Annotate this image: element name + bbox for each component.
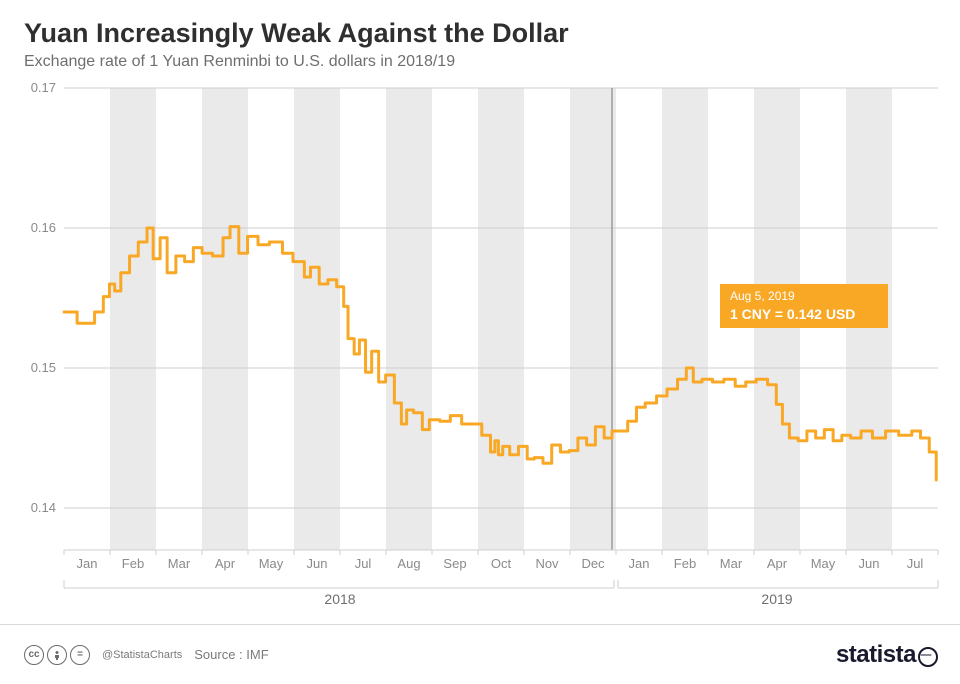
svg-text:Jan: Jan: [77, 556, 98, 571]
footer: cc = @StatistaCharts Source : IMF statis…: [0, 624, 960, 684]
svg-text:Jan: Jan: [629, 556, 650, 571]
line-chart: 0.14 0.15 0.16 0.17 Jan Feb Mar Apr May Jun Jul Aug…: [14, 82, 946, 612]
svg-text:Nov: Nov: [535, 556, 559, 571]
chart-subtitle: Exchange rate of 1 Yuan Renminbi to U.S.…: [24, 53, 936, 71]
twitter-handle: @StatistaCharts: [102, 649, 182, 661]
statista-logo: statista: [836, 641, 936, 669]
footer-left: cc = @StatistaCharts Source : IMF: [24, 645, 269, 665]
svg-text:0.16: 0.16: [31, 220, 56, 235]
svg-text:0.15: 0.15: [31, 360, 56, 375]
svg-text:Jul: Jul: [355, 556, 372, 571]
svg-text:May: May: [811, 556, 836, 571]
svg-text:Jul: Jul: [907, 556, 924, 571]
svg-text:2019: 2019: [761, 591, 792, 607]
source-label: Source : IMF: [194, 647, 268, 662]
cc-license-icons: cc =: [24, 645, 90, 665]
chart-title: Yuan Increasingly Weak Against the Dolla…: [24, 18, 936, 49]
logo-wave-icon: [918, 646, 936, 664]
svg-text:Mar: Mar: [720, 556, 743, 571]
svg-text:Sep: Sep: [443, 556, 466, 571]
svg-text:Aug: Aug: [397, 556, 420, 571]
cc-icon: cc: [24, 645, 44, 665]
svg-text:2018: 2018: [324, 591, 355, 607]
svg-text:Jun: Jun: [859, 556, 880, 571]
svg-text:Aug 5, 2019: Aug 5, 2019: [730, 289, 795, 303]
svg-text:Jun: Jun: [307, 556, 328, 571]
svg-text:Apr: Apr: [767, 556, 788, 571]
svg-text:May: May: [259, 556, 284, 571]
svg-text:0.14: 0.14: [31, 500, 56, 515]
svg-text:Feb: Feb: [674, 556, 696, 571]
svg-text:Apr: Apr: [215, 556, 236, 571]
svg-text:Oct: Oct: [491, 556, 512, 571]
svg-text:Mar: Mar: [168, 556, 191, 571]
svg-text:Dec: Dec: [581, 556, 605, 571]
cc-nd-icon: =: [70, 645, 90, 665]
svg-text:Feb: Feb: [122, 556, 144, 571]
cc-by-icon: [47, 645, 67, 665]
chart-area: 0.14 0.15 0.16 0.17 Jan Feb Mar Apr May Jun Jul Aug…: [14, 82, 946, 612]
svg-text:0.17: 0.17: [31, 82, 56, 95]
svg-text:1 CNY = 0.142 USD: 1 CNY = 0.142 USD: [730, 306, 855, 322]
header: Yuan Increasingly Weak Against the Dolla…: [0, 0, 960, 79]
